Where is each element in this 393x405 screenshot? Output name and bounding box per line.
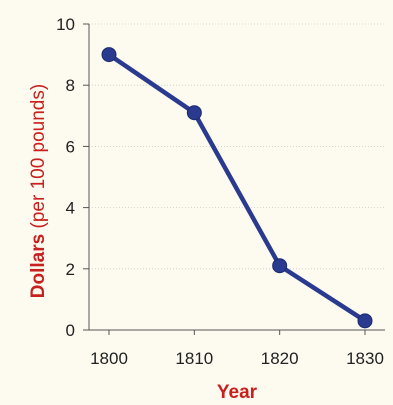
y-tick-labels: 0 2 4 6 8 10 xyxy=(56,15,89,340)
x-tick-label-1820: 1820 xyxy=(261,349,299,368)
y-tick-label-10: 10 xyxy=(56,15,75,34)
x-axis-title: Year xyxy=(217,382,258,403)
y-tick-label-6: 6 xyxy=(66,137,75,156)
data-point-1820 xyxy=(272,258,288,274)
data-point-1830 xyxy=(357,313,373,329)
y-axis-title: Dollars (per 100 pounds) xyxy=(28,84,49,298)
series-line-0 xyxy=(106,52,368,324)
x-tick-label-1830: 1830 xyxy=(346,349,384,368)
y-axis-title-unit: (per 100 pounds) xyxy=(28,84,49,234)
x-tick-label-1810: 1810 xyxy=(175,349,213,368)
y-tick-label-4: 4 xyxy=(66,199,75,218)
x-tick-labels: 1800 1810 1820 1830 xyxy=(90,330,384,368)
y-tick-label-0: 0 xyxy=(66,321,75,340)
y-axis-title-bold: Dollars xyxy=(28,234,49,298)
y-tick-label-2: 2 xyxy=(66,260,75,279)
grid xyxy=(89,23,385,270)
data-point-1800 xyxy=(101,47,117,63)
x-tick-label-1800: 1800 xyxy=(90,349,128,368)
axes xyxy=(88,24,385,331)
series xyxy=(101,47,373,329)
y-tick-label-8: 8 xyxy=(66,76,75,95)
data-point-1810 xyxy=(186,105,202,121)
